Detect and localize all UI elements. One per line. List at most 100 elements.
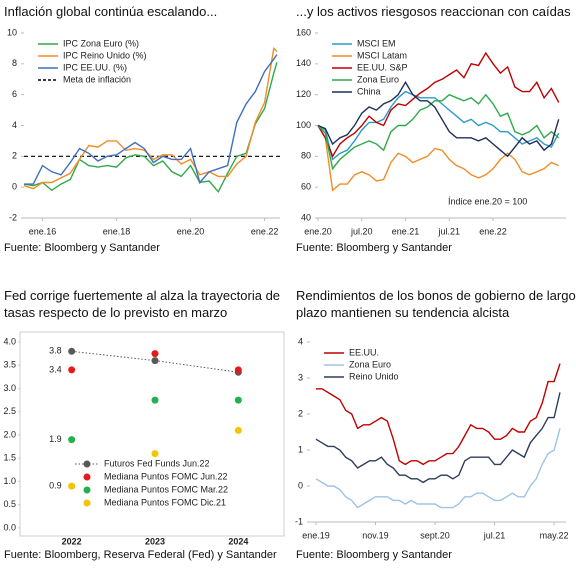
legend-label: MSCI EM bbox=[357, 38, 396, 48]
legend-label: Mediana Puntos FOMC Mar.22 bbox=[104, 484, 228, 494]
y-tick-label: 4.0 bbox=[3, 336, 16, 346]
y-tick-label: 100 bbox=[296, 120, 311, 130]
legend-label: MSCI Latam bbox=[357, 50, 407, 60]
y-tick-label: 3.5 bbox=[3, 360, 16, 370]
x-tick-label: ene.20 bbox=[304, 226, 332, 236]
series-line bbox=[317, 125, 559, 192]
x-tick-label: ene.16 bbox=[29, 226, 57, 236]
y-tick-label: 140 bbox=[296, 58, 311, 68]
y-tick-label: 160 bbox=[296, 27, 311, 37]
y-tick-label: 0.0 bbox=[3, 522, 16, 532]
y-tick-label: 120 bbox=[296, 89, 311, 99]
data-label: 3.4 bbox=[49, 364, 62, 374]
y-tick-label: 10 bbox=[7, 27, 17, 37]
legend-label: Futuros Fed Funds Jun.22 bbox=[104, 458, 210, 468]
y-tick-label: 4 bbox=[298, 336, 303, 346]
legend-swatch bbox=[83, 473, 91, 481]
y-tick-label: 8 bbox=[12, 58, 17, 68]
x-tick-label: sept.20 bbox=[420, 530, 450, 540]
x-tick-label: ene.18 bbox=[103, 226, 131, 236]
chart-source: Fuente: Bloomberg y Santander bbox=[4, 242, 160, 254]
x-tick-label: nov.19 bbox=[362, 530, 388, 540]
y-tick-label: 0 bbox=[12, 182, 17, 192]
y-tick-label: 3 bbox=[298, 372, 303, 382]
series-line bbox=[316, 363, 561, 466]
chart-title: Fed corrige fuertemente al alza la traye… bbox=[4, 288, 281, 320]
chart-title: Inflación global continúa escalando... bbox=[4, 4, 218, 19]
y-tick-label: 80 bbox=[301, 151, 311, 161]
chart-source: Fuente: Bloomberg y Santander bbox=[296, 549, 452, 561]
legend-label: Mediana Puntos FOMC Dic.21 bbox=[104, 497, 226, 507]
y-tick-label: 1.5 bbox=[3, 453, 16, 463]
dot bbox=[151, 450, 159, 458]
y-tick-label: 3.0 bbox=[3, 383, 16, 393]
annotation: Índice ene.20 = 100 bbox=[448, 196, 527, 206]
dot bbox=[151, 396, 159, 404]
x-tick-label: jul.21 bbox=[438, 226, 461, 236]
chart-source: Fuente: Bloomberg y Santander bbox=[296, 242, 452, 254]
y-tick-label: 1.0 bbox=[3, 476, 16, 486]
y-tick-label: -2 bbox=[9, 212, 17, 222]
y-tick-label: 4 bbox=[12, 120, 17, 130]
dot bbox=[151, 350, 159, 358]
legend-label: Mediana Puntos FOMC Jun.22 bbox=[104, 471, 228, 481]
y-tick-label: 2 bbox=[298, 408, 303, 418]
x-tick-label: 2024 bbox=[228, 536, 248, 546]
dot bbox=[234, 396, 242, 404]
x-tick-label: 2023 bbox=[145, 536, 165, 546]
legend-label: IPC Reino Unido (%) bbox=[63, 50, 147, 60]
chart-title: Rendimientos de los bonos de gobierno de… bbox=[296, 288, 576, 320]
series-line bbox=[317, 51, 560, 158]
legend-swatch bbox=[83, 499, 91, 507]
dot bbox=[151, 357, 159, 365]
series-line bbox=[317, 93, 560, 171]
legend-label: China bbox=[357, 86, 381, 96]
x-tick-label: ene.19 bbox=[302, 530, 330, 540]
data-label: 0.9 bbox=[49, 481, 62, 491]
chart-title: ...y los activos riesgosos reaccionan co… bbox=[296, 4, 571, 19]
dot bbox=[68, 366, 76, 374]
series-line bbox=[315, 428, 561, 509]
legend-label: EE.UU. S&P bbox=[357, 62, 408, 72]
series-line bbox=[23, 62, 278, 194]
series-line bbox=[315, 392, 561, 484]
y-tick-label: 40 bbox=[301, 212, 311, 222]
x-tick-label: ene.22 bbox=[251, 226, 279, 236]
y-tick-label: 2.0 bbox=[3, 429, 16, 439]
series-line bbox=[317, 80, 560, 158]
y-tick-label: 2 bbox=[12, 151, 17, 161]
dot bbox=[68, 436, 76, 444]
legend-label: EE.UU. bbox=[349, 347, 379, 357]
x-tick-label: ene.21 bbox=[392, 226, 420, 236]
dot bbox=[68, 482, 76, 490]
y-tick-label: 6 bbox=[12, 89, 17, 99]
x-tick-label: ene.22 bbox=[479, 226, 507, 236]
legend-swatch bbox=[83, 460, 91, 468]
plot-frame bbox=[19, 331, 285, 537]
x-tick-label: may.22 bbox=[540, 530, 569, 540]
y-tick-label: 0 bbox=[298, 480, 303, 490]
x-tick-label: 2022 bbox=[62, 536, 82, 546]
y-tick-label: 1 bbox=[298, 444, 303, 454]
x-tick-label: ene.20 bbox=[177, 226, 205, 236]
legend-label: Meta de inflación bbox=[63, 74, 131, 84]
legend-label: IPC EE.UU. (%) bbox=[63, 62, 127, 72]
series-line bbox=[23, 46, 278, 190]
dot bbox=[234, 366, 242, 374]
data-label: 1.9 bbox=[49, 434, 62, 444]
chart-source: Fuente: Bloomberg, Reserva Federal (Fed)… bbox=[4, 549, 277, 561]
x-tick-label: jul.21 bbox=[483, 530, 506, 540]
legend-label: Zona Euro bbox=[357, 74, 399, 84]
legend-swatch bbox=[83, 486, 91, 494]
legend-label: IPC Zona Euro (%) bbox=[63, 38, 139, 48]
series-line bbox=[24, 54, 278, 185]
data-label: 3.8 bbox=[49, 346, 62, 356]
y-tick-label: 60 bbox=[301, 182, 311, 192]
y-tick-label: 0.5 bbox=[3, 499, 16, 509]
legend-label: Reino Unido bbox=[349, 371, 399, 381]
dot bbox=[68, 347, 76, 355]
legend-label: Zona Euro bbox=[349, 359, 391, 369]
x-tick-label: jul.20 bbox=[350, 226, 373, 236]
